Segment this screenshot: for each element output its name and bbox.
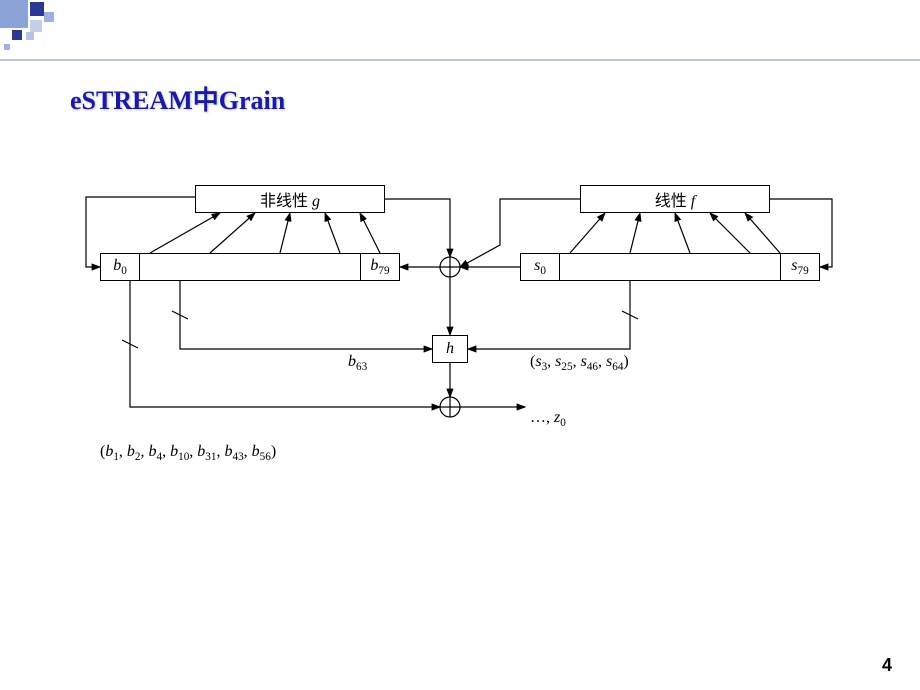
h-function-box: h [432, 335, 468, 363]
b-taps-label: (b1, b2, b4, b10, b31, b43, b56) [100, 443, 276, 463]
f-function-box: 线性 f [580, 185, 770, 213]
b-register [100, 253, 400, 281]
s79-cell: s79 [780, 253, 820, 281]
b79-cell: b79 [360, 253, 400, 281]
b63-label: b63 [348, 353, 367, 373]
g-function-box: 非线性 g [195, 185, 385, 213]
s0-cell: s0 [520, 253, 560, 281]
slide-title: eSTREAM中Grain [70, 80, 285, 117]
grain-diagram: 非线性 g 线性 f b0 b79 s0 s79 h b63 (s3, s25, s46, s6… [80, 185, 840, 495]
page-number: 4 [882, 655, 892, 676]
output-z-label: …, z0 [530, 409, 566, 429]
corner-decoration [0, 0, 920, 75]
s-taps-label: (s3, s25, s46, s64) [530, 353, 629, 373]
b0-cell: b0 [100, 253, 140, 281]
s-register [520, 253, 820, 281]
